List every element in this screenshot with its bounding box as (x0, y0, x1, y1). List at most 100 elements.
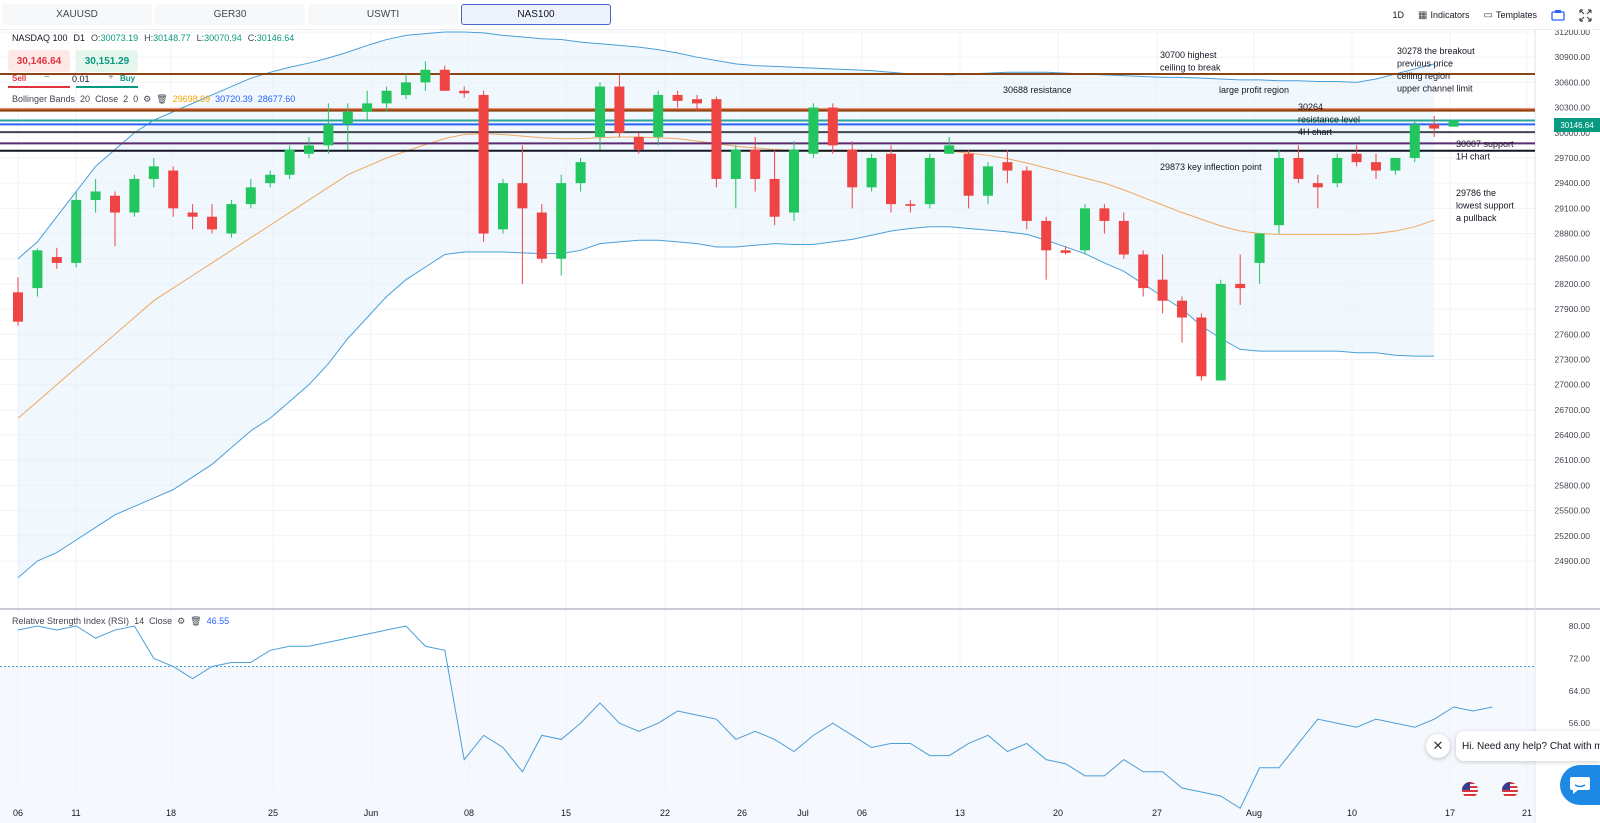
chat-bubble[interactable]: Hi. Need any help? Chat with me (1456, 731, 1600, 761)
buy-price-button[interactable]: 30,151.29 (76, 50, 138, 72)
sell-price-button[interactable]: 30,146.64 (8, 50, 70, 72)
candle-body (168, 170, 179, 209)
candle-body (1351, 153, 1362, 163)
candle-body (1021, 170, 1032, 221)
chart-annotation: large profit region (1219, 85, 1289, 95)
time-axis-label: 08 (464, 808, 474, 818)
price-axis-label: 25800.00 (1555, 480, 1591, 490)
close-label: C: (247, 33, 257, 43)
camera-button[interactable] (1551, 9, 1565, 21)
candle-body (323, 124, 334, 146)
candle-body (924, 157, 935, 205)
candle-body (110, 195, 120, 213)
candle-body (595, 86, 605, 137)
rsi-trash-icon[interactable]: 🗑 (190, 616, 202, 626)
price-axis-label: 25200.00 (1555, 531, 1591, 541)
bollinger-name: Bollinger Bands (12, 94, 76, 104)
high-label: H: (144, 33, 154, 43)
low-label: L: (196, 33, 205, 43)
rsi-legend[interactable]: Relative Strength Index (RSI) 14 Close ⚙… (12, 616, 229, 627)
rsi-settings-icon[interactable]: ⚙ (177, 616, 186, 626)
price-axis-label: 30600.00 (1555, 77, 1591, 87)
candle-body (265, 174, 276, 184)
bollinger-basis-line (17, 133, 1435, 419)
camera-icon (1551, 10, 1565, 21)
chat-close-button[interactable]: ✕ (1426, 734, 1450, 758)
candle-body (1274, 157, 1284, 226)
bollinger-offset: 0 (133, 94, 139, 104)
price-axis-label: 27900.00 (1555, 304, 1591, 314)
templates-button[interactable]: ▭ Templates (1484, 10, 1537, 21)
candle-body (13, 292, 23, 322)
quantity-input[interactable]: 0.01 (72, 74, 90, 84)
buy-button[interactable]: Buy (120, 74, 136, 83)
indicators-label: Indicators (1430, 10, 1470, 20)
candle-body (575, 162, 586, 184)
tab-uswti[interactable]: USWTI (308, 4, 458, 25)
bollinger-source: Close (95, 94, 119, 104)
sell-button[interactable]: Sell (12, 74, 27, 83)
trash-icon[interactable]: 🗑 (156, 94, 168, 104)
us-flag-icon (1462, 782, 1478, 798)
chart-annotation: previous price (1397, 59, 1453, 69)
indicators-button[interactable]: ▦ Indicators (1418, 10, 1469, 21)
chat-launcher-button[interactable] (1560, 765, 1600, 805)
close-value: 30146.64 (256, 33, 295, 43)
candle-body (711, 99, 722, 179)
candle-body (51, 257, 62, 263)
tab-nas100[interactable]: NAS100 (461, 4, 611, 25)
candle-body (1080, 208, 1090, 251)
price-axis-label: 28200.00 (1555, 279, 1591, 289)
candle-body (304, 145, 314, 154)
price-axis-label: 26700.00 (1555, 405, 1591, 415)
candle-body (207, 216, 217, 230)
candle-body (692, 99, 702, 104)
candle-body (226, 204, 237, 234)
candle-body (1429, 124, 1440, 129)
rsi-axis-label: 72.00 (1569, 653, 1591, 663)
candle-body (730, 149, 741, 179)
candle-body (633, 136, 644, 150)
tab-ger30[interactable]: GER30 (155, 4, 305, 25)
chart-annotation: resistance level (1298, 115, 1360, 125)
bollinger-basis-value: 29698.99 (172, 94, 211, 104)
price-axis-label: 29400.00 (1555, 178, 1591, 188)
increase-quantity-button[interactable]: + (108, 72, 114, 83)
price-axis-label: 27300.00 (1555, 354, 1591, 364)
candle-body (1060, 250, 1071, 253)
time-axis-label: 15 (561, 808, 571, 818)
bollinger-mult: 2 (123, 94, 129, 104)
symbol-legend: NASDAQ 100 D1 O:30073.19 H:30148.77 L:30… (12, 33, 294, 43)
candle-body (148, 166, 159, 179)
fullscreen-button[interactable] (1579, 8, 1592, 22)
candle-body (653, 94, 664, 137)
candle-body (32, 250, 43, 289)
tab-xauusd[interactable]: XAUUSD (2, 4, 152, 25)
candle-body (71, 199, 82, 263)
close-icon: ✕ (1432, 738, 1444, 753)
timeframe-label: 1D (1392, 10, 1405, 20)
time-axis-label: 20 (1053, 808, 1063, 818)
candle-body (1157, 279, 1168, 301)
templates-icon: ▭ (1483, 9, 1493, 21)
candle-body (556, 183, 567, 259)
time-axis-label: 25 (268, 808, 278, 818)
open-label: O: (91, 33, 101, 43)
candle-body (750, 149, 761, 179)
time-axis-label: Jun (364, 808, 379, 818)
settings-icon[interactable]: ⚙ (143, 94, 152, 104)
candle-body (1177, 300, 1187, 318)
candle-body (1293, 157, 1304, 179)
price-chart[interactable]: 30700 highest ceiling to break 30278 the b… (0, 30, 1600, 823)
candle-body (1118, 220, 1129, 255)
price-axis: 31200.00 30900.00 30600.00 30300.00 30000.00… (1555, 30, 1591, 566)
chart-annotation: ceiling to break (1160, 63, 1221, 73)
current-price-tag: 30146.64 (1554, 118, 1600, 132)
candle-body (1099, 208, 1110, 221)
time-axis-label: 22 (660, 808, 670, 818)
decrease-quantity-button[interactable]: − (44, 72, 50, 83)
bollinger-legend[interactable]: Bollinger Bands 20 Close 2 0 ⚙ 🗑 29698.9… (12, 94, 295, 105)
candle-body (1390, 157, 1401, 171)
timeframe-button[interactable]: 1D (1393, 10, 1405, 20)
